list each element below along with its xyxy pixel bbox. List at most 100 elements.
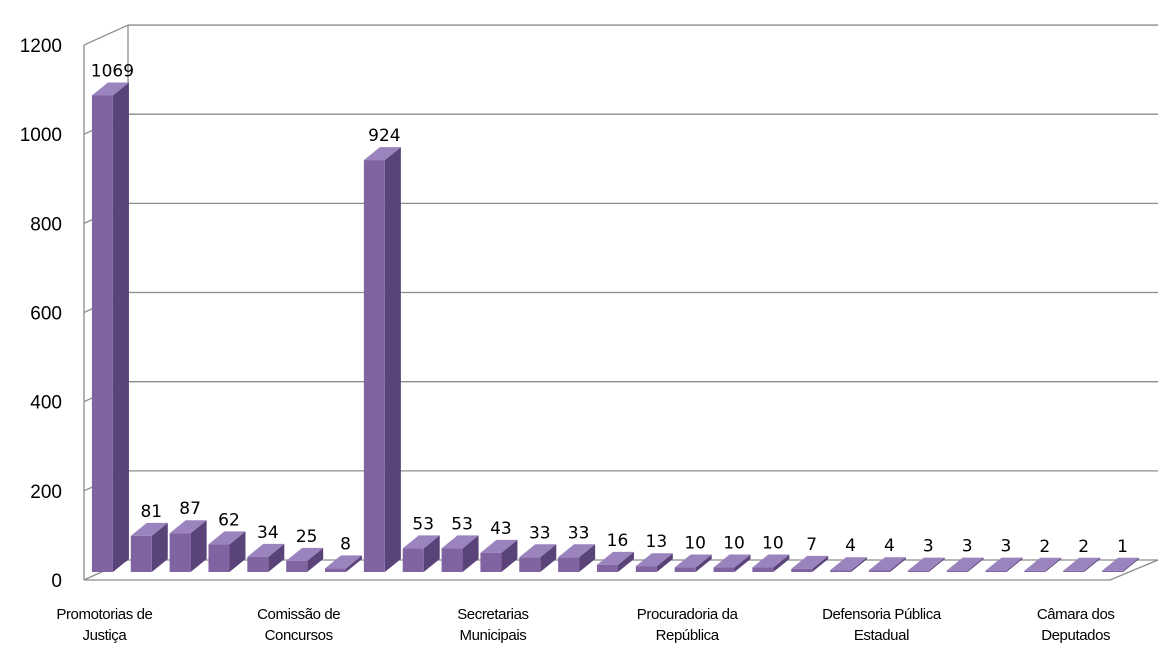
data-label: 16 xyxy=(607,531,629,551)
bar-side xyxy=(579,544,596,572)
chart-bars xyxy=(91,82,1140,573)
data-label: 33 xyxy=(529,523,551,543)
bar-front xyxy=(325,568,347,572)
bar-side xyxy=(151,522,168,572)
bar xyxy=(480,539,518,572)
bar-top xyxy=(441,535,479,549)
bar-top xyxy=(946,557,984,571)
bar-top xyxy=(558,544,596,558)
data-label: 62 xyxy=(218,510,240,530)
bar xyxy=(130,522,168,572)
bar-front xyxy=(985,570,1007,572)
bar-top xyxy=(752,554,790,568)
bar-top xyxy=(868,557,906,571)
x-category-label: Procuradoria da República xyxy=(637,606,739,644)
bar-front xyxy=(830,570,852,572)
bar-front xyxy=(286,560,308,572)
gridline-diagonal xyxy=(83,24,129,46)
bar xyxy=(286,547,324,572)
bar xyxy=(752,554,790,572)
bar-top xyxy=(286,547,324,561)
bar-top xyxy=(130,522,168,536)
y-tick-label: 1200 xyxy=(20,36,62,57)
data-label: 7 xyxy=(806,535,817,555)
bar-front xyxy=(247,556,269,572)
bar xyxy=(907,557,945,572)
x-category-label: Comissão de Concursos xyxy=(257,606,340,644)
y-tick-label: 400 xyxy=(30,393,62,414)
data-label: 10 xyxy=(684,534,706,554)
y-tick-label: 800 xyxy=(30,214,62,235)
x-category-label: Defensoria Pública Estadual xyxy=(822,606,942,644)
bar-front xyxy=(480,552,502,572)
bar-side xyxy=(928,557,945,572)
y-tick-label: 600 xyxy=(30,304,62,325)
bar xyxy=(985,557,1023,572)
bar-side xyxy=(734,554,751,572)
bar-top xyxy=(208,531,246,545)
data-label: 81 xyxy=(140,502,162,522)
data-label: 2 xyxy=(1039,537,1050,557)
bar-side xyxy=(1123,557,1140,572)
bar xyxy=(868,557,906,572)
bar-side xyxy=(501,539,518,572)
bar xyxy=(402,535,440,572)
data-label: 34 xyxy=(257,523,279,543)
bar-top xyxy=(635,553,673,567)
bar-front xyxy=(130,535,152,572)
bar-front xyxy=(519,557,541,572)
bar-front xyxy=(402,548,424,572)
data-label: 53 xyxy=(412,514,434,534)
bar-front xyxy=(674,567,696,572)
bar-side xyxy=(812,555,829,572)
bar-front xyxy=(907,570,929,572)
y-tick-label: 1000 xyxy=(20,125,62,146)
chart-gridlines xyxy=(83,24,1159,581)
data-label: 3 xyxy=(923,537,934,557)
data-label: 87 xyxy=(179,499,201,519)
data-label: 10 xyxy=(762,534,784,554)
bar-front xyxy=(1024,570,1046,572)
bar-side xyxy=(695,554,712,572)
data-label: 25 xyxy=(296,527,318,547)
x-category-label: Secretarias Municipais xyxy=(457,606,528,644)
bar-top xyxy=(907,557,945,571)
bar xyxy=(441,535,479,572)
x-category-label: Câmara dos Deputados xyxy=(1037,606,1115,644)
data-label: 33 xyxy=(568,523,590,543)
bar-top xyxy=(363,147,401,161)
data-label: 43 xyxy=(490,519,512,539)
bar xyxy=(519,544,557,572)
data-label: 53 xyxy=(451,514,473,534)
bar-front xyxy=(169,533,191,572)
bar-side xyxy=(617,551,634,572)
bar-side xyxy=(423,535,440,572)
bar-side xyxy=(656,553,673,572)
bar-top xyxy=(325,555,363,569)
bar-side xyxy=(268,543,285,572)
bar xyxy=(1063,557,1101,572)
bar-side xyxy=(851,557,868,572)
bar-top xyxy=(1024,557,1062,571)
bar-front xyxy=(868,570,890,572)
data-label: 10 xyxy=(723,534,745,554)
bar xyxy=(713,554,751,572)
bar-side xyxy=(1084,557,1101,572)
data-label: 3 xyxy=(1001,537,1012,557)
bar-front xyxy=(596,564,618,572)
bar xyxy=(635,553,673,572)
bar-front xyxy=(363,160,385,572)
bar-top xyxy=(830,557,868,571)
bar-side xyxy=(773,554,790,572)
x-axis-category-labels: Promotorias de Justiça Comissão de Concurso… xyxy=(56,606,1115,644)
bar xyxy=(674,554,712,572)
bar-side xyxy=(346,555,363,572)
data-label: 2 xyxy=(1078,537,1089,557)
bar-top xyxy=(519,544,557,558)
bar xyxy=(208,531,246,572)
bar xyxy=(830,557,868,572)
data-label: 4 xyxy=(884,536,895,556)
bar xyxy=(363,147,401,572)
bar-top xyxy=(674,554,712,568)
